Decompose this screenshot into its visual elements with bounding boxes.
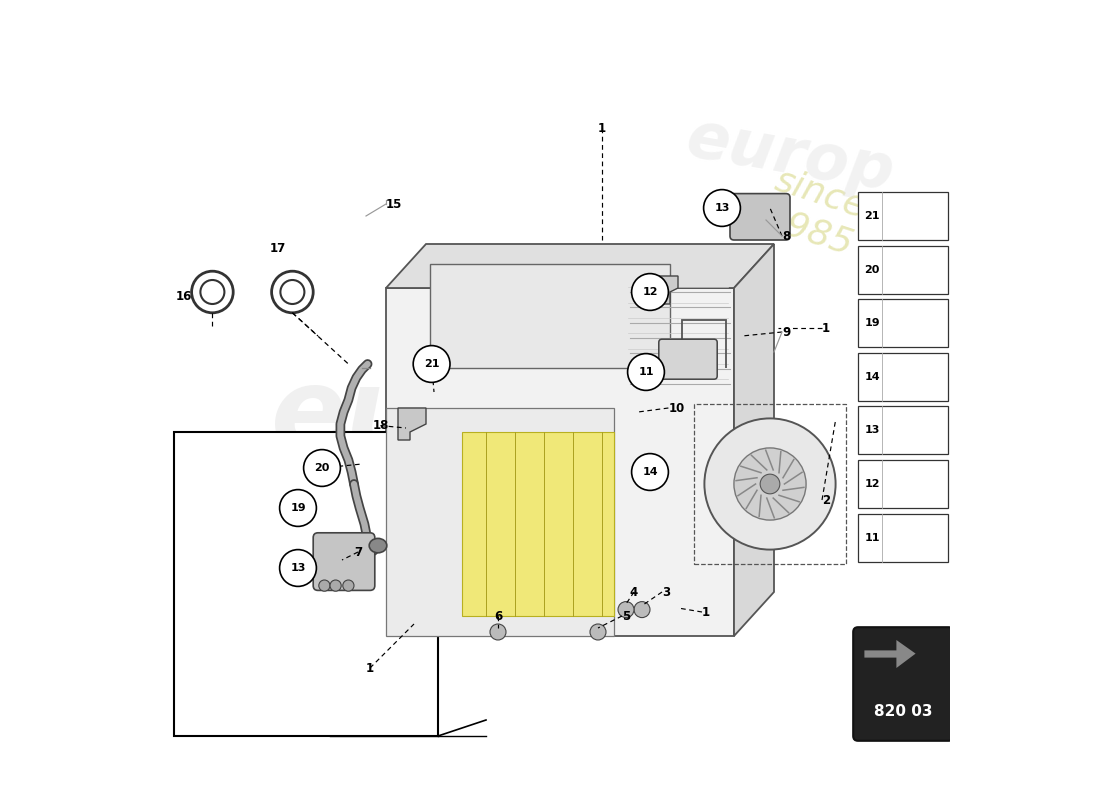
Text: 18: 18 bbox=[372, 419, 388, 432]
Text: 21: 21 bbox=[424, 359, 439, 369]
FancyBboxPatch shape bbox=[858, 406, 948, 454]
Circle shape bbox=[590, 624, 606, 640]
Circle shape bbox=[414, 346, 450, 382]
FancyBboxPatch shape bbox=[858, 353, 948, 401]
Text: 19: 19 bbox=[865, 318, 880, 328]
Text: 820 03: 820 03 bbox=[874, 705, 933, 719]
Polygon shape bbox=[386, 288, 734, 636]
Circle shape bbox=[628, 354, 664, 390]
FancyBboxPatch shape bbox=[730, 194, 790, 240]
Circle shape bbox=[279, 490, 317, 526]
FancyBboxPatch shape bbox=[314, 533, 375, 590]
Circle shape bbox=[618, 602, 634, 618]
Circle shape bbox=[631, 274, 669, 310]
Polygon shape bbox=[865, 640, 915, 668]
Text: 13: 13 bbox=[865, 426, 880, 435]
Text: 9: 9 bbox=[782, 326, 790, 338]
FancyBboxPatch shape bbox=[858, 514, 948, 562]
Circle shape bbox=[490, 624, 506, 640]
Text: 11: 11 bbox=[638, 367, 653, 377]
Text: 11: 11 bbox=[865, 533, 880, 542]
Text: 1: 1 bbox=[598, 122, 606, 134]
Circle shape bbox=[279, 550, 317, 586]
Text: 8: 8 bbox=[782, 230, 790, 242]
Text: 20: 20 bbox=[865, 265, 880, 274]
Text: 12: 12 bbox=[865, 479, 880, 489]
Circle shape bbox=[704, 190, 740, 226]
Circle shape bbox=[343, 580, 354, 591]
FancyBboxPatch shape bbox=[854, 627, 954, 741]
Text: 12: 12 bbox=[642, 287, 658, 297]
Text: 10: 10 bbox=[669, 402, 684, 414]
Text: 20: 20 bbox=[315, 463, 330, 473]
Text: 3: 3 bbox=[662, 586, 670, 598]
Ellipse shape bbox=[370, 538, 387, 553]
Text: 5: 5 bbox=[621, 610, 630, 622]
FancyBboxPatch shape bbox=[659, 339, 717, 379]
Polygon shape bbox=[386, 408, 614, 636]
Circle shape bbox=[304, 450, 340, 486]
Polygon shape bbox=[734, 244, 774, 636]
FancyBboxPatch shape bbox=[430, 264, 670, 368]
Circle shape bbox=[631, 454, 669, 490]
Text: a passion for parts since 1985: a passion for parts since 1985 bbox=[312, 478, 627, 498]
Text: 17: 17 bbox=[270, 242, 286, 254]
Text: 15: 15 bbox=[386, 198, 403, 210]
Polygon shape bbox=[462, 432, 614, 616]
Polygon shape bbox=[658, 276, 678, 304]
Circle shape bbox=[319, 580, 330, 591]
Text: 14: 14 bbox=[642, 467, 658, 477]
Text: 1: 1 bbox=[366, 662, 374, 674]
Circle shape bbox=[734, 448, 806, 520]
Circle shape bbox=[760, 474, 780, 494]
FancyBboxPatch shape bbox=[858, 192, 948, 240]
Text: europ: europ bbox=[272, 362, 637, 470]
FancyBboxPatch shape bbox=[174, 432, 438, 736]
Text: 1: 1 bbox=[822, 322, 830, 334]
FancyBboxPatch shape bbox=[858, 299, 948, 347]
Text: 13: 13 bbox=[290, 563, 306, 573]
Circle shape bbox=[704, 418, 836, 550]
Polygon shape bbox=[398, 408, 426, 440]
Circle shape bbox=[330, 580, 341, 591]
Text: 4: 4 bbox=[629, 586, 638, 598]
Text: since
1985: since 1985 bbox=[758, 162, 870, 262]
Polygon shape bbox=[386, 244, 774, 288]
FancyBboxPatch shape bbox=[858, 246, 948, 294]
Text: 16: 16 bbox=[175, 290, 191, 302]
Text: 13: 13 bbox=[714, 203, 729, 213]
Text: 2: 2 bbox=[822, 494, 830, 506]
Circle shape bbox=[634, 602, 650, 618]
Text: 14: 14 bbox=[865, 372, 880, 382]
Text: 19: 19 bbox=[290, 503, 306, 513]
Text: 7: 7 bbox=[354, 546, 362, 558]
Text: 21: 21 bbox=[865, 211, 880, 221]
Text: 1: 1 bbox=[702, 606, 711, 618]
FancyBboxPatch shape bbox=[858, 460, 948, 508]
Text: 6: 6 bbox=[494, 610, 502, 622]
Text: europ: europ bbox=[681, 107, 899, 205]
